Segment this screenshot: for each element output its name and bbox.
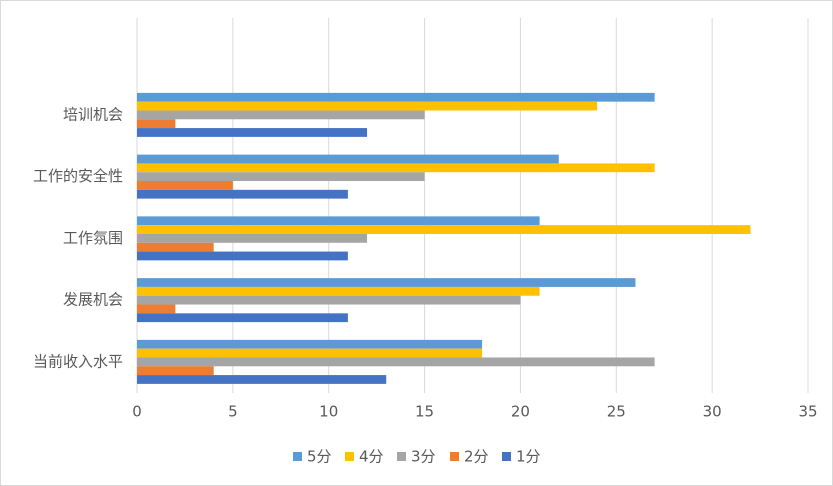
legend-swatch: [397, 452, 406, 461]
bar: [137, 251, 348, 261]
x-tick-label: 5: [228, 403, 238, 421]
bar: [137, 295, 521, 305]
bar: [137, 348, 483, 358]
x-tick-label: 15: [415, 403, 434, 421]
legend-swatch: [502, 452, 511, 461]
legend-swatch: [450, 452, 459, 461]
y-tick-label: 工作氛围: [63, 229, 123, 247]
bar: [137, 119, 176, 129]
legend-label: 1分: [516, 448, 541, 466]
bar: [137, 286, 540, 296]
bar: [137, 225, 751, 234]
bar: [137, 110, 425, 120]
bar: [137, 278, 636, 287]
bar: [137, 233, 368, 243]
legend-label: 2分: [464, 448, 489, 466]
bar: [137, 313, 348, 323]
bar: [137, 172, 425, 182]
bar: [137, 101, 598, 111]
bar: [137, 128, 368, 137]
x-tick-label: 20: [511, 403, 530, 421]
legend-label: 4分: [359, 448, 384, 466]
y-tick-label: 当前收入水平: [33, 352, 123, 370]
bar: [137, 375, 387, 384]
bar: [137, 357, 655, 367]
x-tick-label: 30: [703, 403, 722, 421]
x-tick-label: 35: [798, 403, 817, 421]
bar: [137, 92, 655, 102]
bar: [137, 189, 348, 199]
x-tick-label: 0: [132, 403, 142, 421]
y-tick-label: 发展机会: [63, 291, 123, 309]
bar: [137, 242, 214, 252]
bar: [137, 181, 233, 190]
x-tick-label: 25: [607, 403, 626, 421]
y-tick-label: 工作的安全性: [33, 167, 123, 185]
bar: [137, 154, 559, 164]
legend-swatch: [345, 452, 354, 461]
bar: [137, 304, 176, 314]
bar: [137, 216, 540, 226]
bar: [137, 366, 214, 376]
x-tick-label: 10: [319, 403, 338, 421]
legend-label: 5分: [307, 448, 332, 466]
legend-label: 3分: [411, 448, 436, 466]
y-tick-label: 培训机会: [63, 105, 123, 123]
bar: [137, 339, 483, 349]
legend-swatch: [293, 452, 302, 461]
bar: [137, 163, 655, 173]
